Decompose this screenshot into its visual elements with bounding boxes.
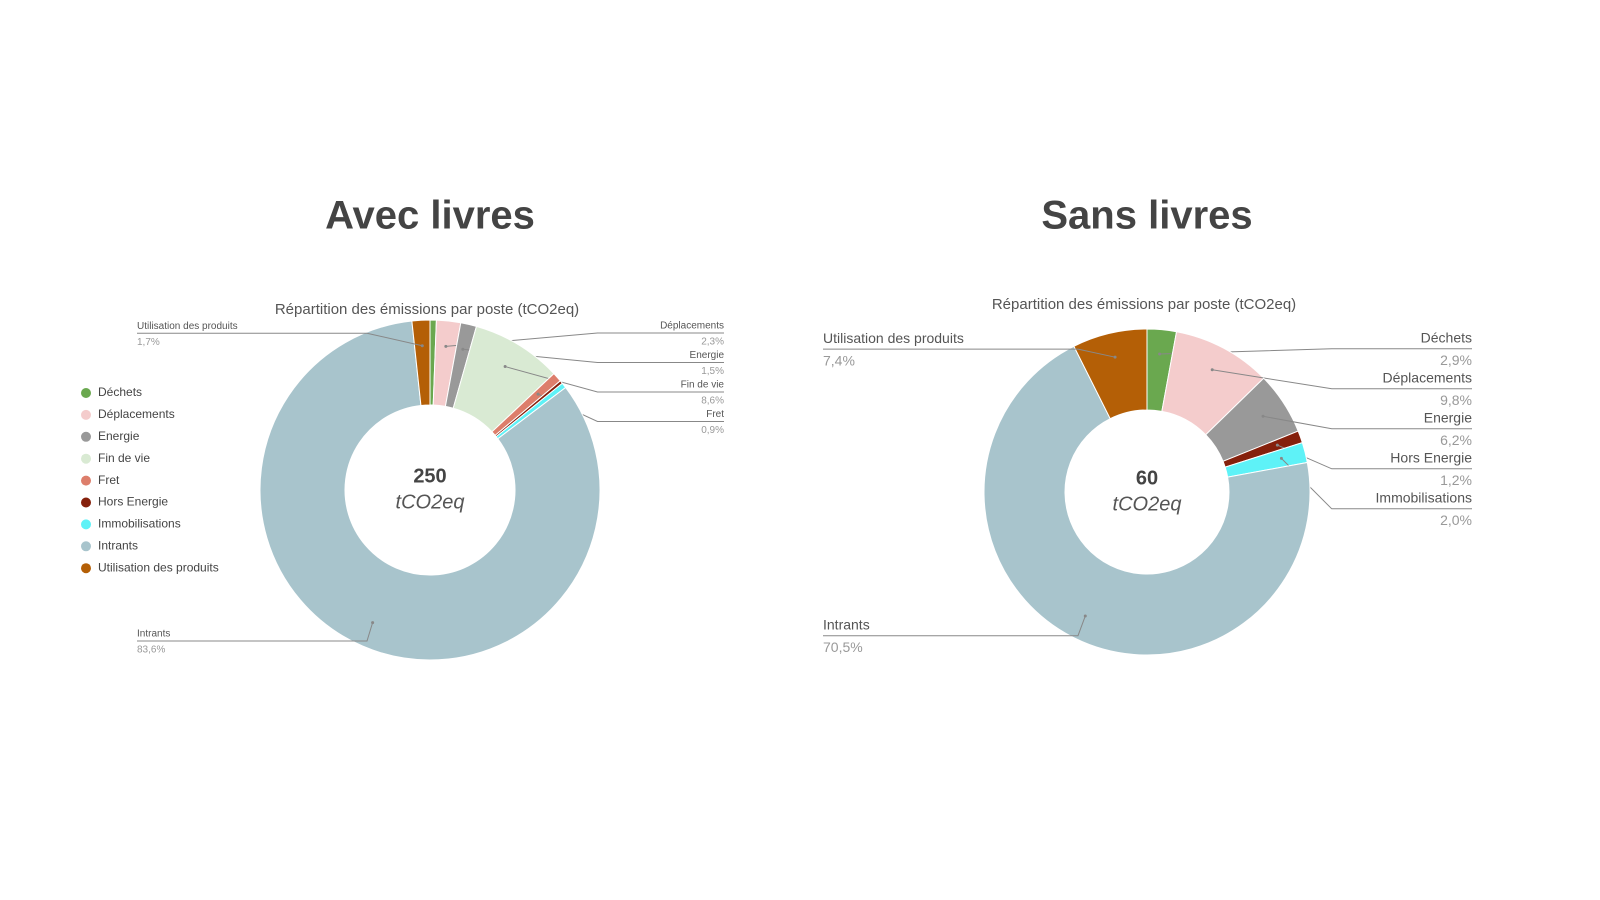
slice-value-label: 2,9% bbox=[1440, 352, 1472, 368]
slice bbox=[259, 320, 601, 661]
legend-swatch bbox=[81, 453, 91, 464]
legend-swatch bbox=[81, 388, 91, 398]
slice-value-label: 1,2% bbox=[1440, 472, 1472, 488]
slice-value-label: 8,6% bbox=[701, 396, 724, 407]
legend-swatch bbox=[81, 431, 91, 442]
slice-value-label: 6,2% bbox=[1440, 432, 1472, 448]
leader-line bbox=[137, 332, 423, 347]
leader-dot bbox=[420, 344, 424, 348]
slice-label: Energie bbox=[690, 350, 725, 361]
heading: Avec livres bbox=[325, 194, 535, 238]
slice-value-label: 70,5% bbox=[823, 639, 863, 655]
legend-swatch bbox=[81, 519, 91, 530]
slice bbox=[1073, 328, 1148, 420]
slice-value-label: 83,6% bbox=[137, 645, 165, 656]
legend-label: Fin de vie bbox=[98, 451, 150, 465]
leader-line bbox=[137, 622, 374, 642]
center-unit: tCO2eq bbox=[396, 491, 465, 513]
legend-swatch bbox=[81, 475, 91, 486]
leader-dot bbox=[371, 621, 375, 625]
slice-label: Utilisation des produits bbox=[823, 330, 964, 346]
leader-dot bbox=[1279, 456, 1283, 460]
slice-value-label: 1,7% bbox=[137, 337, 160, 348]
slice-label: Energie bbox=[1424, 410, 1472, 426]
heading: Sans livres bbox=[1041, 194, 1252, 238]
slice-value-label: 2,0% bbox=[1440, 512, 1472, 528]
legend-swatch bbox=[81, 497, 91, 508]
legend-swatch bbox=[81, 409, 91, 420]
leader-dot bbox=[1083, 614, 1087, 618]
slice bbox=[411, 319, 431, 407]
slice-label: Fin de vie bbox=[681, 380, 725, 391]
slice-label: Déplacements bbox=[1383, 370, 1473, 386]
legend-swatch bbox=[81, 563, 91, 574]
leader-line bbox=[504, 366, 724, 393]
center-unit: tCO2eq bbox=[1113, 493, 1182, 515]
legend-label: Energie bbox=[98, 429, 140, 443]
slice-label: Déchets bbox=[1421, 330, 1472, 346]
slice-label: Déplacements bbox=[660, 321, 724, 332]
legend-label: Fret bbox=[98, 473, 120, 487]
legend-label: Déchets bbox=[98, 385, 142, 399]
legend-label: Immobilisations bbox=[98, 517, 181, 531]
leader-dot bbox=[536, 392, 540, 396]
slice-label: Intrants bbox=[823, 617, 870, 633]
chart-title: Répartition des émissions par poste (tCO… bbox=[275, 301, 579, 318]
slice-value-label: 2,3% bbox=[701, 337, 724, 348]
slice-label: Hors Energie bbox=[1390, 450, 1472, 466]
legend-label: Intrants bbox=[98, 538, 138, 552]
leader-line bbox=[823, 615, 1086, 637]
slice-value-label: 9,8% bbox=[1440, 392, 1472, 408]
slice-label: Fret bbox=[706, 409, 724, 420]
leader-dot bbox=[503, 365, 507, 369]
leader-line bbox=[823, 348, 1116, 358]
slice-label: Intrants bbox=[137, 629, 170, 640]
leader-dot bbox=[444, 344, 448, 348]
center-total: 60 bbox=[1136, 467, 1158, 489]
leader-line bbox=[1212, 369, 1472, 390]
leader-dot bbox=[1261, 414, 1265, 418]
slice-value-label: 0,9% bbox=[701, 425, 724, 436]
slice-value-label: 1,5% bbox=[701, 366, 724, 377]
legend-label: Déplacements bbox=[98, 407, 175, 421]
center-total: 250 bbox=[413, 465, 446, 487]
legend-swatch bbox=[81, 541, 91, 552]
chart-title: Répartition des émissions par poste (tCO… bbox=[992, 296, 1296, 313]
leader-dot bbox=[1158, 352, 1162, 356]
leader-dot bbox=[1210, 368, 1214, 372]
slice-value-label: 7,4% bbox=[823, 352, 855, 368]
leader-dot bbox=[1275, 443, 1279, 447]
legend-label: Utilisation des produits bbox=[98, 560, 219, 574]
slice bbox=[983, 345, 1311, 656]
slice-label: Utilisation des produits bbox=[137, 321, 238, 332]
leader-dot bbox=[461, 347, 465, 351]
leader-line bbox=[1262, 415, 1472, 430]
slice-label: Immobilisations bbox=[1376, 490, 1472, 506]
legend-label: Hors Energie bbox=[98, 495, 168, 509]
leader-dot bbox=[1113, 355, 1117, 359]
